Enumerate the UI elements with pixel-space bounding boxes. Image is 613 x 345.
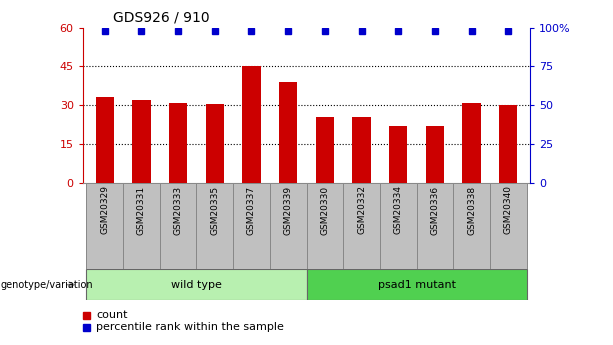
Text: count: count: [96, 310, 128, 320]
Bar: [86, 183, 123, 269]
Bar: [86, 269, 306, 300]
Text: wild type: wild type: [171, 280, 222, 289]
Bar: [316, 117, 334, 183]
Text: GSM20336: GSM20336: [430, 186, 440, 235]
Bar: [233, 183, 270, 269]
Bar: [499, 105, 517, 183]
Text: genotype/variation: genotype/variation: [1, 280, 93, 289]
Text: GSM20338: GSM20338: [467, 186, 476, 235]
Bar: [490, 183, 527, 269]
Bar: [425, 126, 444, 183]
Bar: [270, 183, 306, 269]
Bar: [352, 117, 371, 183]
Bar: [169, 103, 188, 183]
Text: GSM20339: GSM20339: [284, 186, 292, 235]
Text: GSM20334: GSM20334: [394, 186, 403, 235]
Text: psad1 mutant: psad1 mutant: [378, 280, 455, 289]
Bar: [306, 183, 343, 269]
Bar: [242, 66, 261, 183]
Text: GSM20331: GSM20331: [137, 186, 146, 235]
Text: GSM20333: GSM20333: [173, 186, 183, 235]
Bar: [453, 183, 490, 269]
Text: GSM20332: GSM20332: [357, 186, 366, 235]
Text: GDS926 / 910: GDS926 / 910: [113, 10, 210, 24]
Bar: [160, 183, 196, 269]
Bar: [123, 183, 160, 269]
Bar: [96, 98, 114, 183]
Bar: [306, 269, 527, 300]
Bar: [462, 103, 481, 183]
Bar: [279, 82, 297, 183]
Text: percentile rank within the sample: percentile rank within the sample: [96, 323, 284, 332]
Bar: [132, 100, 151, 183]
Bar: [389, 126, 408, 183]
Bar: [380, 183, 417, 269]
Bar: [417, 183, 453, 269]
Bar: [205, 104, 224, 183]
Text: GSM20340: GSM20340: [504, 186, 512, 235]
Bar: [196, 183, 233, 269]
Text: GSM20335: GSM20335: [210, 186, 219, 235]
Text: GSM20329: GSM20329: [101, 186, 109, 235]
Text: GSM20337: GSM20337: [247, 186, 256, 235]
Text: GSM20330: GSM20330: [321, 186, 329, 235]
Bar: [343, 183, 380, 269]
